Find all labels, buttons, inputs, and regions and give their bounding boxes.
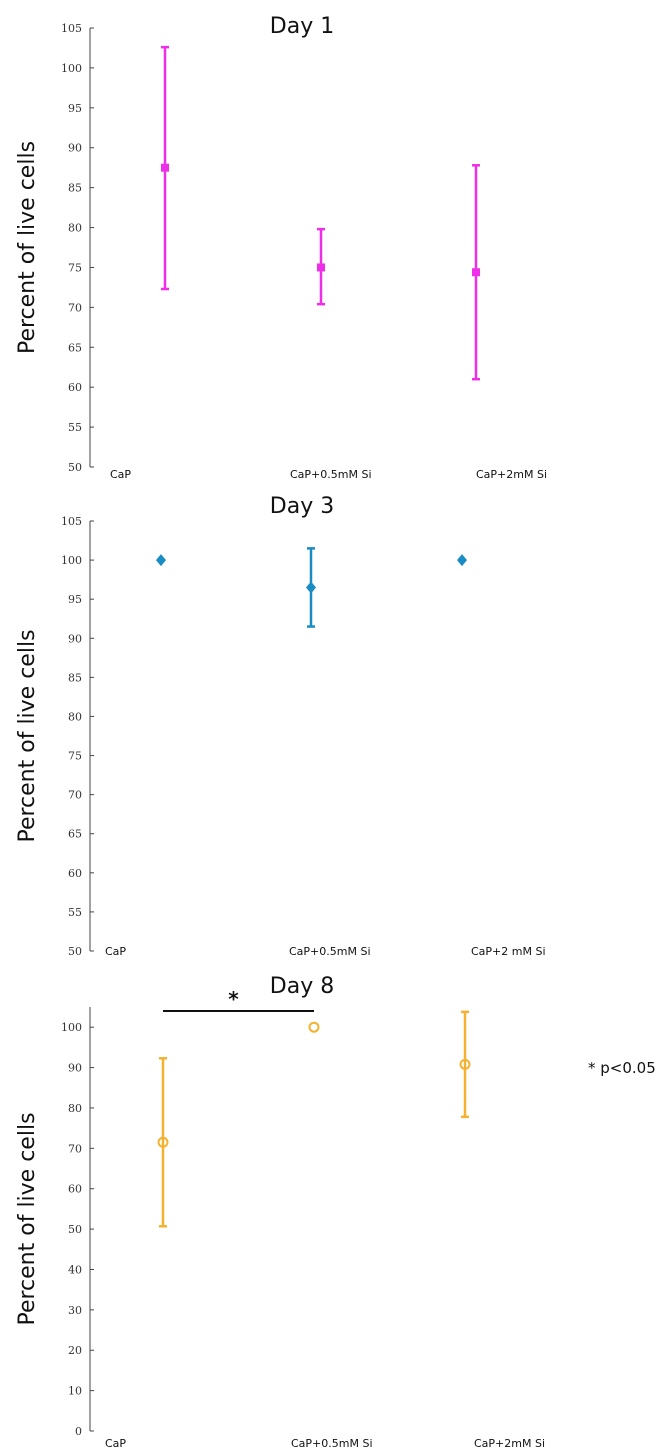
y-tick-label: 30 [68, 1304, 82, 1317]
y-tick-label: 105 [61, 515, 82, 528]
x-category-label: CaP+2mM Si [474, 1437, 545, 1450]
x-category-label: CaP [105, 945, 126, 958]
chart-title: Day 8 [270, 974, 334, 999]
y-tick-label: 55 [68, 421, 82, 434]
x-category-label: CaP [110, 468, 131, 481]
y-tick-label: 90 [68, 142, 82, 155]
y-tick-label: 105 [61, 22, 82, 35]
y-tick-label: 70 [68, 1142, 82, 1155]
data-point [157, 1136, 169, 1148]
y-tick-label: 55 [68, 906, 82, 919]
chart-day-2: Day 3 Percent of live cells 50 55 60 65 70 75 80… [15, 494, 546, 958]
y-tick-label: 75 [68, 750, 82, 763]
data-point [306, 581, 316, 594]
y-tick-label: 90 [68, 1062, 82, 1075]
chart-title: Day 3 [270, 494, 334, 519]
data-point [308, 1021, 320, 1033]
data-point [472, 268, 480, 277]
x-category-label: CaP+0.5mM Si [290, 468, 372, 481]
y-tick-label: 95 [68, 102, 82, 115]
y-tick-label: 75 [68, 261, 82, 274]
x-category-label: CaP+2mM Si [476, 468, 547, 481]
y-tick-label: 80 [68, 1102, 82, 1115]
data-point [457, 554, 467, 567]
y-tick-label: 100 [61, 62, 82, 75]
y-tick-label: 90 [68, 632, 82, 645]
x-category-label: CaP+0.5mM Si [291, 1437, 373, 1450]
y-tick-label: 20 [68, 1344, 82, 1357]
y-tick-label: 80 [68, 222, 82, 235]
y-tick-label: 50 [68, 945, 82, 958]
y-tick-label: 65 [68, 828, 82, 841]
y-tick-label: 60 [68, 381, 82, 394]
data-point [156, 554, 166, 567]
y-tick-label: 80 [68, 710, 82, 723]
chart-title: Day 1 [270, 14, 334, 39]
y-axis-label: Percent of live cells [15, 629, 40, 842]
chart-day-3: Day 8 Percent of live cells 0 10 20 30 40 50 60 7… [15, 974, 656, 1450]
y-tick-label: 10 [68, 1385, 82, 1398]
y-tick-label: 95 [68, 593, 82, 606]
data-point [317, 263, 325, 272]
significance-note: * p<0.05 [588, 1059, 656, 1077]
y-tick-label: 50 [68, 461, 82, 474]
data-point [161, 163, 169, 172]
y-tick-label: 100 [61, 1021, 82, 1034]
x-category-label: CaP+0.5mM Si [289, 945, 371, 958]
y-tick-label: 100 [61, 554, 82, 567]
x-category-label: CaP [105, 1437, 126, 1450]
y-tick-label: 60 [68, 1183, 82, 1196]
y-tick-label: 65 [68, 341, 82, 354]
y-tick-label: 0 [75, 1425, 82, 1438]
significance-star: * [228, 987, 239, 1011]
chart-day-1: Day 1 Percent of live cells 50 55 60 65 70 75 80… [15, 14, 547, 481]
data-point [459, 1058, 471, 1070]
x-category-label: CaP+2 mM Si [471, 945, 546, 958]
y-tick-label: 85 [68, 182, 82, 195]
y-tick-label: 40 [68, 1263, 82, 1276]
y-tick-label: 70 [68, 301, 82, 314]
y-axis-label: Percent of live cells [15, 1112, 40, 1325]
y-axis-label: Percent of live cells [15, 141, 40, 354]
y-tick-label: 60 [68, 867, 82, 880]
y-tick-label: 85 [68, 671, 82, 684]
y-tick-label: 50 [68, 1223, 82, 1236]
y-tick-label: 70 [68, 789, 82, 802]
